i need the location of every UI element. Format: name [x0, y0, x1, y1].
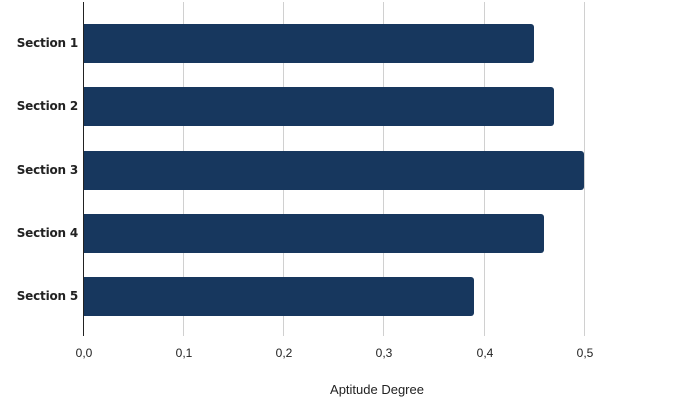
bar-section-3: [84, 151, 584, 190]
x-tick-label: 0,2: [275, 346, 293, 360]
bar-section-5: [84, 277, 474, 316]
y-axis-line: [83, 2, 84, 336]
bar-section-2: [84, 87, 554, 126]
category-label: Section 3: [16, 163, 78, 177]
x-tick-label: 0,3: [375, 346, 393, 360]
x-tick-label: 0,5: [576, 346, 594, 360]
x-tick-label: 0,4: [476, 346, 494, 360]
bar-section-1: [84, 24, 534, 63]
x-tick-label: 0,1: [175, 346, 193, 360]
category-label: Section 2: [16, 99, 78, 113]
x-axis-title: Aptitude Degree: [330, 382, 424, 397]
gridline: [584, 2, 585, 336]
x-tick-label: 0,0: [75, 346, 93, 360]
category-label: Section 1: [16, 36, 78, 50]
category-label: Section 5: [16, 289, 78, 303]
bar-section-4: [84, 214, 544, 253]
category-label: Section 4: [16, 226, 78, 240]
